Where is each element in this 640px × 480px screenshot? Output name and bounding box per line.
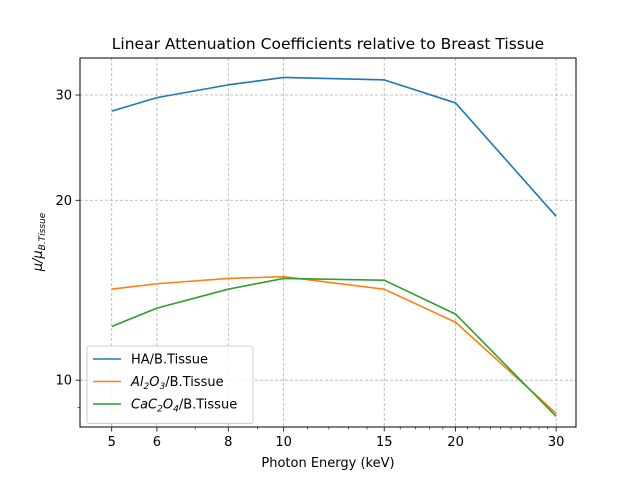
legend-label-part: O (163, 398, 173, 413)
legend-box (86, 345, 254, 424)
y-axis-label-sub: B.Tissue (38, 212, 48, 250)
legend-label-1: Al2O3/B.Tissue (130, 375, 224, 392)
legend-label-part: CaC (131, 398, 158, 413)
x-tick-label: 5 (108, 435, 116, 450)
legend-label-part: Al (130, 375, 144, 390)
series-lines (111, 76, 557, 417)
y-axis-label-main: μ/μ (31, 250, 46, 272)
x-axis-label: Photon Energy (keV) (261, 456, 394, 471)
x-tick-label: 10 (275, 435, 292, 450)
x-tick-label: 15 (376, 435, 393, 450)
y-ticks: 10 20 30 (55, 89, 80, 408)
series-line-2 (111, 277, 557, 417)
legend-label-2: CaC2O4/B.Tissue (131, 398, 237, 415)
series-line-0 (111, 76, 557, 217)
y-tick-label: 20 (55, 194, 72, 209)
x-tick-label: 6 (153, 435, 161, 450)
x-tick-label: 20 (447, 435, 464, 450)
y-tick-label: 10 (55, 374, 72, 389)
x-tick-label: 8 (224, 435, 232, 450)
legend-label-part: 2 (157, 405, 163, 415)
legend-label-part: /B.Tissue (179, 398, 237, 413)
legend-label-part: 3 (159, 382, 165, 392)
x-ticks: 5 6 8 10 15 20 30 (108, 427, 565, 450)
y-tick-label: 30 (55, 89, 72, 104)
legend-label-part: 4 (173, 405, 179, 415)
legend-label-part: 2 (144, 382, 150, 392)
legend-label-part: O (149, 375, 159, 390)
chart-title: Linear Attenuation Coefficients relative… (112, 35, 544, 53)
legend-label-part: /B.Tissue (165, 375, 223, 390)
x-tick-label: 30 (548, 435, 565, 450)
legend-label-part: HA/B.Tissue (131, 353, 208, 368)
y-axis-label: μ/μB.Tissue (31, 212, 48, 272)
series-line-1 (111, 275, 557, 414)
legend-label-0: HA/B.Tissue (131, 353, 208, 368)
plot-frame (79, 57, 577, 428)
